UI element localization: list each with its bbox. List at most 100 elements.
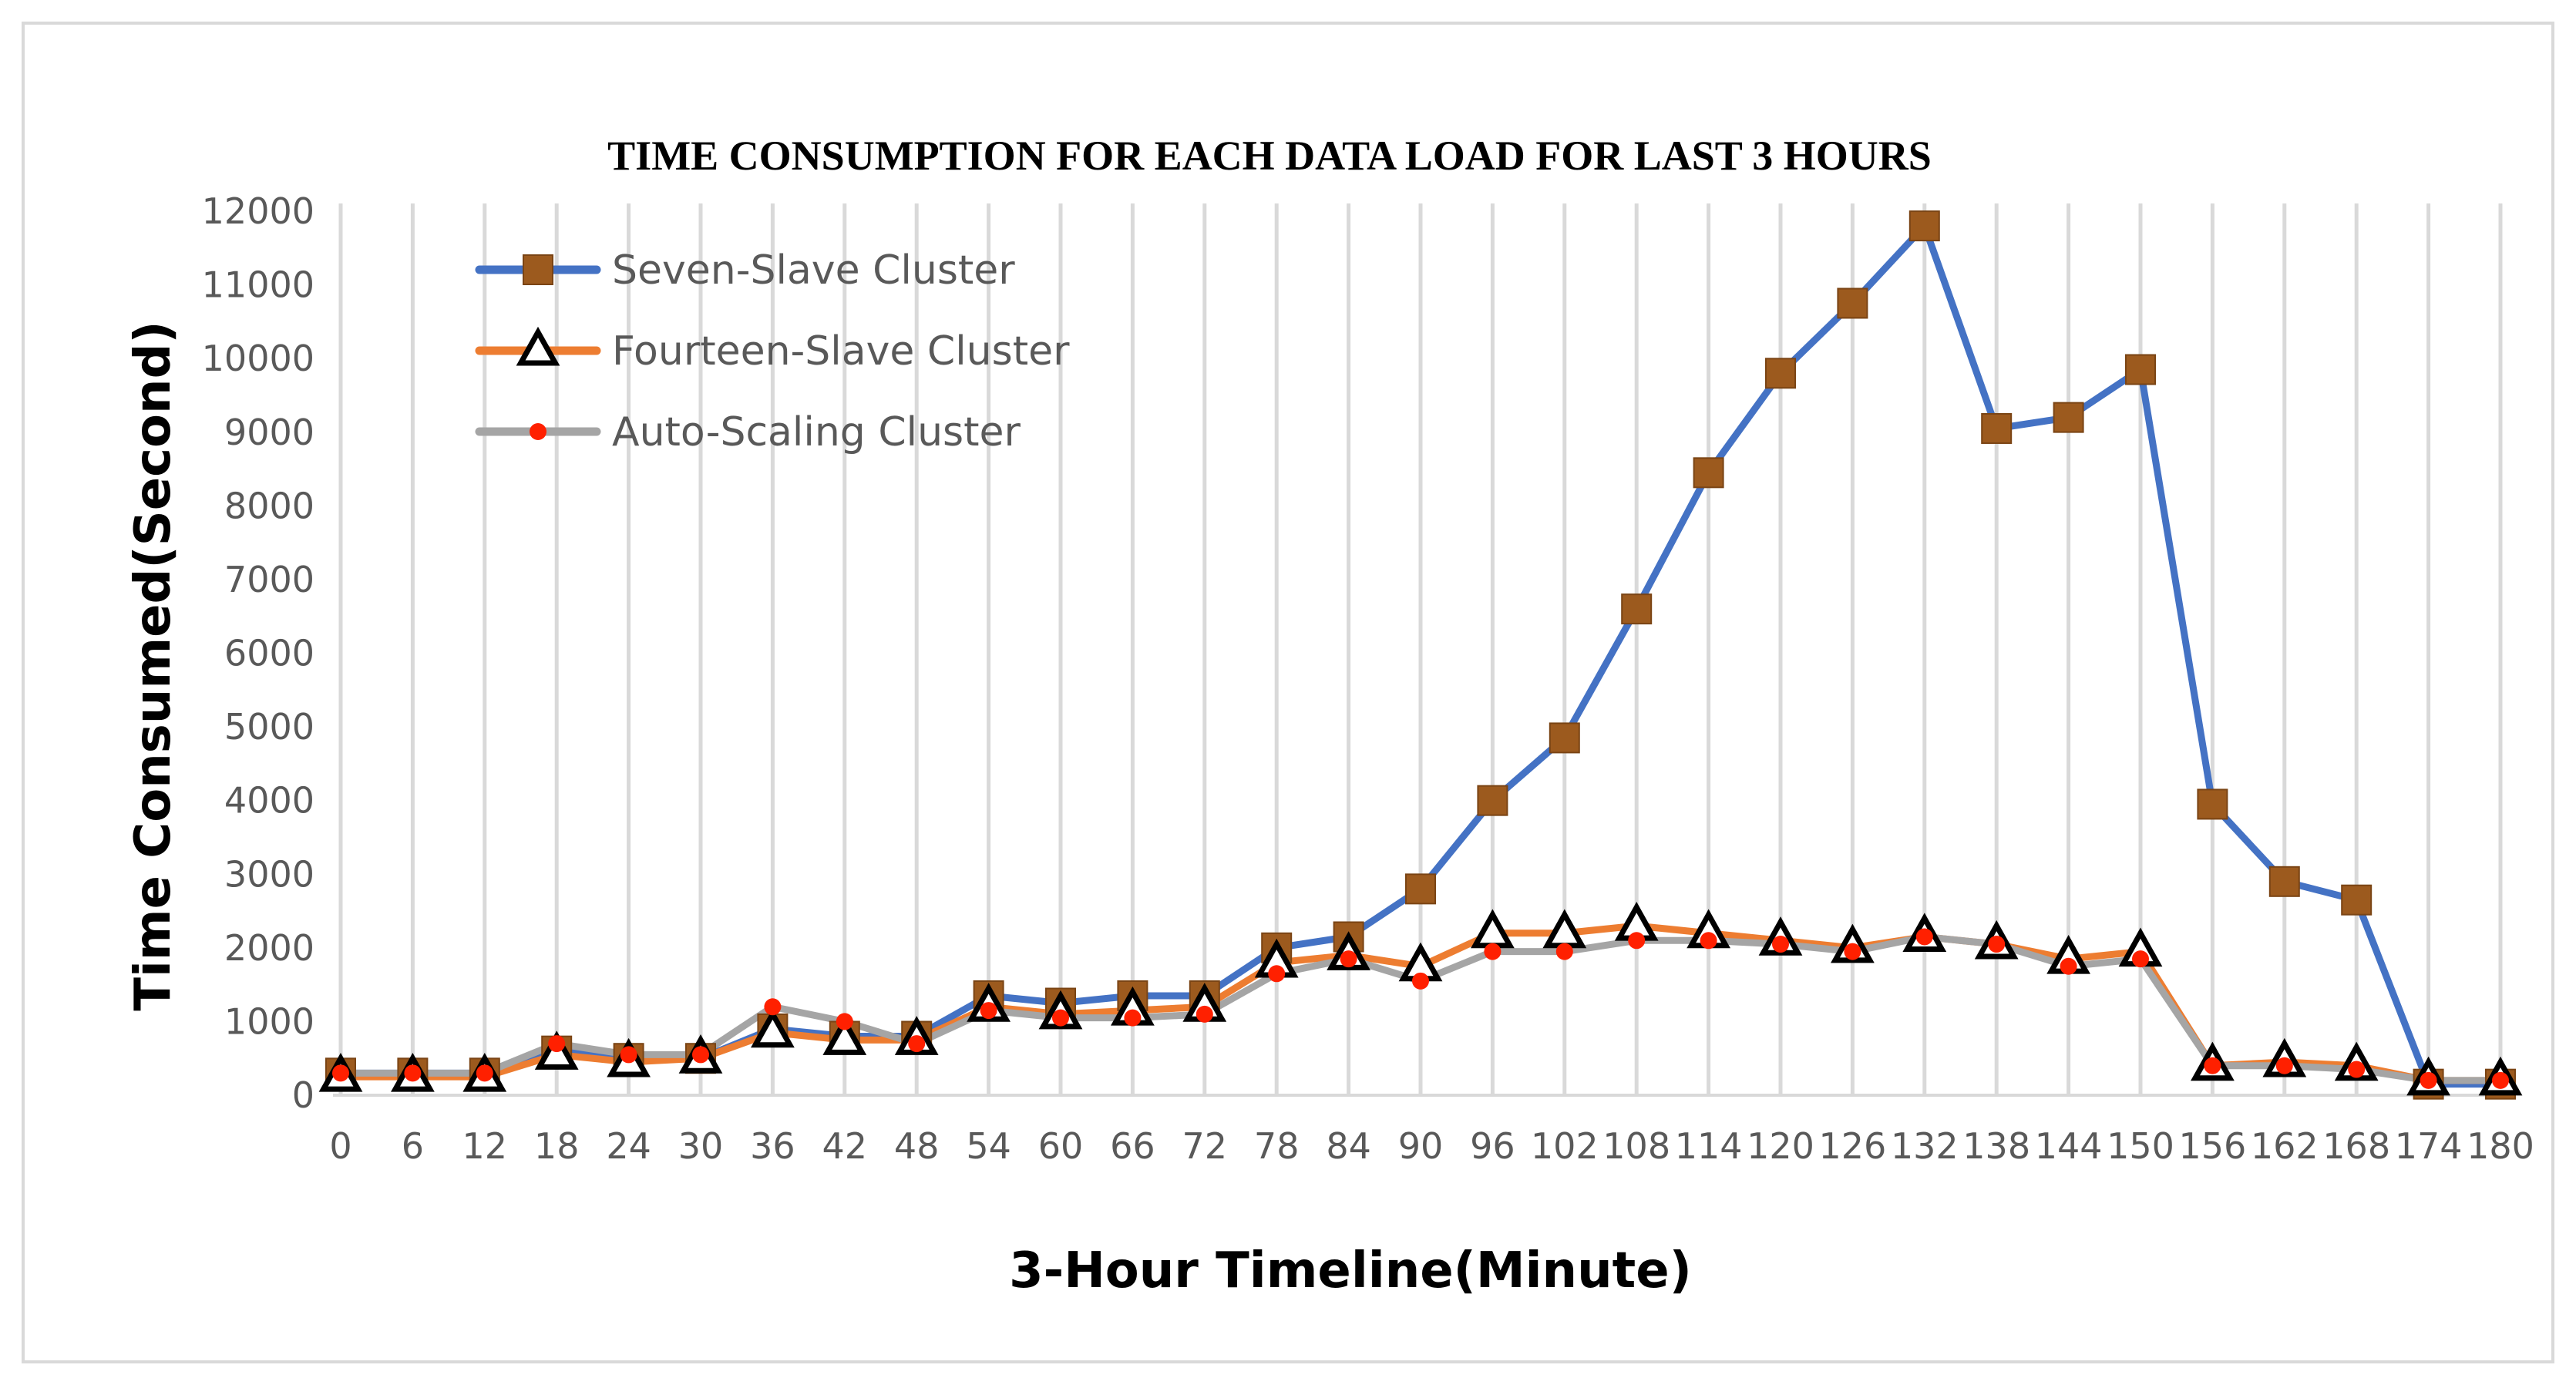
marker-seven-slave-cluster xyxy=(2341,884,2373,916)
y-tick-label: 0 xyxy=(292,1074,314,1116)
marker-auto-scaling-cluster xyxy=(836,1013,853,1030)
y-tick-label: 6000 xyxy=(224,633,314,674)
tick-labels: 0 1000 2000 3000 4000 5000 6000 7000 8000 9000 100… xyxy=(202,190,2534,1167)
marker-seven-slave-cluster xyxy=(1908,210,1940,242)
marker-auto-scaling-cluster xyxy=(2275,1057,2293,1074)
marker-auto-scaling-cluster xyxy=(476,1064,493,1082)
y-tick-label: 7000 xyxy=(224,559,314,600)
y-tick-label: 11000 xyxy=(202,264,314,306)
x-tick-label: 96 xyxy=(1470,1125,1515,1167)
legend-label-auto-scaling-cluster: Auto-Scaling Cluster xyxy=(612,409,1021,456)
marker-seven-slave-cluster xyxy=(2053,402,2084,433)
marker-seven-slave-cluster xyxy=(1765,358,1796,389)
marker-seven-slave-cluster xyxy=(2268,866,2300,897)
x-tick-label: 144 xyxy=(2035,1125,2103,1167)
x-tick-label: 6 xyxy=(402,1125,424,1167)
marker-auto-scaling-cluster xyxy=(620,1046,637,1064)
y-tick-label: 2000 xyxy=(224,927,314,969)
marker-auto-scaling-cluster xyxy=(980,1002,997,1020)
marker-seven-slave-cluster xyxy=(2197,788,2228,820)
marker-auto-scaling-cluster xyxy=(1484,943,1502,960)
marker-auto-scaling-cluster xyxy=(2132,950,2149,968)
y-axis-title: Time Consumed(Second) xyxy=(125,321,182,1010)
x-tick-label: 54 xyxy=(966,1125,1011,1167)
x-tick-label: 78 xyxy=(1254,1125,1300,1167)
marker-auto-scaling-cluster xyxy=(1628,932,1646,950)
x-tick-label: 114 xyxy=(1675,1125,1743,1167)
x-tick-label: 138 xyxy=(1962,1125,2030,1167)
marker-auto-scaling-cluster xyxy=(1268,965,1286,983)
x-tick-label: 84 xyxy=(1326,1125,1371,1167)
x-tick-label: 168 xyxy=(2322,1125,2390,1167)
marker-auto-scaling-cluster xyxy=(2420,1071,2437,1089)
marker-auto-scaling-cluster xyxy=(1555,943,1573,960)
x-tick-label: 90 xyxy=(1398,1125,1444,1167)
marker-seven-slave-cluster xyxy=(1693,457,1724,489)
marker-auto-scaling-cluster xyxy=(548,1035,566,1053)
marker-auto-scaling-cluster xyxy=(1700,932,1717,950)
marker-auto-scaling-cluster xyxy=(2348,1061,2366,1078)
x-tick-label: 120 xyxy=(1747,1125,1814,1167)
marker-auto-scaling-cluster xyxy=(1988,936,2006,953)
chart-title: TIME CONSUMPTION FOR EACH DATA LOAD FOR … xyxy=(607,133,1932,179)
marker-auto-scaling-cluster xyxy=(332,1064,349,1082)
x-tick-label: 126 xyxy=(1818,1125,1886,1167)
legend: Seven-Slave Cluster Fourteen-Slave Cluste… xyxy=(475,247,1070,456)
y-tick-label: 8000 xyxy=(224,485,314,526)
marker-auto-scaling-cluster xyxy=(2204,1057,2221,1074)
marker-auto-scaling-cluster xyxy=(1124,1009,1142,1027)
marker-auto-scaling-cluster xyxy=(1052,1009,1069,1027)
chart-frame: 0 1000 2000 3000 4000 5000 6000 7000 8000 9000 100… xyxy=(22,22,2554,1363)
x-axis-title: 3-Hour Timeline(Minute) xyxy=(1009,1242,1692,1299)
y-tick-label: 12000 xyxy=(202,190,314,232)
marker-auto-scaling-cluster xyxy=(1772,936,1789,953)
marker-auto-scaling-cluster xyxy=(2060,957,2077,975)
marker-seven-slave-cluster xyxy=(2125,354,2156,385)
marker-auto-scaling-cluster xyxy=(1412,972,1429,990)
y-tick-label: 1000 xyxy=(224,1000,314,1042)
marker-seven-slave-cluster xyxy=(1405,873,1436,905)
x-tick-label: 72 xyxy=(1182,1125,1228,1167)
line-chart: 0 1000 2000 3000 4000 5000 6000 7000 8000 9000 100… xyxy=(125,133,2534,1299)
marker-seven-slave-cluster xyxy=(1477,785,1508,816)
legend-marker-fourteen-slave-cluster xyxy=(516,326,560,366)
x-tick-label: 36 xyxy=(750,1125,795,1167)
marker-fourteen-slave-cluster xyxy=(822,1016,867,1055)
legend-label-seven-slave-cluster: Seven-Slave Cluster xyxy=(612,247,1015,294)
x-tick-label: 162 xyxy=(2251,1125,2319,1167)
x-tick-label: 66 xyxy=(1110,1125,1155,1167)
marker-seven-slave-cluster xyxy=(1837,287,1868,319)
marker-auto-scaling-cluster xyxy=(692,1046,709,1064)
x-tick-label: 18 xyxy=(534,1125,580,1167)
marker-seven-slave-cluster xyxy=(1981,412,2013,444)
x-tick-label: 132 xyxy=(1891,1125,1959,1167)
marker-auto-scaling-cluster xyxy=(908,1035,926,1053)
y-tick-label: 9000 xyxy=(224,412,314,453)
marker-auto-scaling-cluster xyxy=(1196,1005,1213,1023)
x-tick-label: 60 xyxy=(1038,1125,1084,1167)
x-tick-label: 42 xyxy=(822,1125,868,1167)
x-tick-label: 12 xyxy=(462,1125,508,1167)
x-tick-label: 174 xyxy=(2395,1125,2463,1167)
x-tick-label: 0 xyxy=(329,1125,351,1167)
x-tick-label: 156 xyxy=(2178,1125,2246,1167)
legend-label-fourteen-slave-cluster: Fourteen-Slave Cluster xyxy=(612,328,1070,375)
x-tick-label: 24 xyxy=(606,1125,651,1167)
marker-auto-scaling-cluster xyxy=(1340,950,1357,968)
marker-seven-slave-cluster xyxy=(1549,722,1580,754)
x-tick-label: 102 xyxy=(1531,1125,1599,1167)
x-tick-label: 150 xyxy=(2107,1125,2174,1167)
marker-auto-scaling-cluster xyxy=(764,998,782,1016)
series-markers xyxy=(318,210,2523,1100)
x-tick-label: 108 xyxy=(1602,1125,1670,1167)
y-tick-label: 4000 xyxy=(224,780,314,822)
legend-marker-seven-slave-cluster xyxy=(523,254,553,285)
y-tick-label: 5000 xyxy=(224,706,314,748)
legend-marker-auto-scaling-cluster xyxy=(530,423,546,440)
marker-auto-scaling-cluster xyxy=(2492,1071,2509,1089)
marker-fourteen-slave-cluster xyxy=(751,1008,795,1048)
y-tick-label: 3000 xyxy=(224,853,314,895)
marker-auto-scaling-cluster xyxy=(404,1064,422,1082)
marker-seven-slave-cluster xyxy=(1621,593,1653,625)
marker-auto-scaling-cluster xyxy=(1844,943,1861,960)
